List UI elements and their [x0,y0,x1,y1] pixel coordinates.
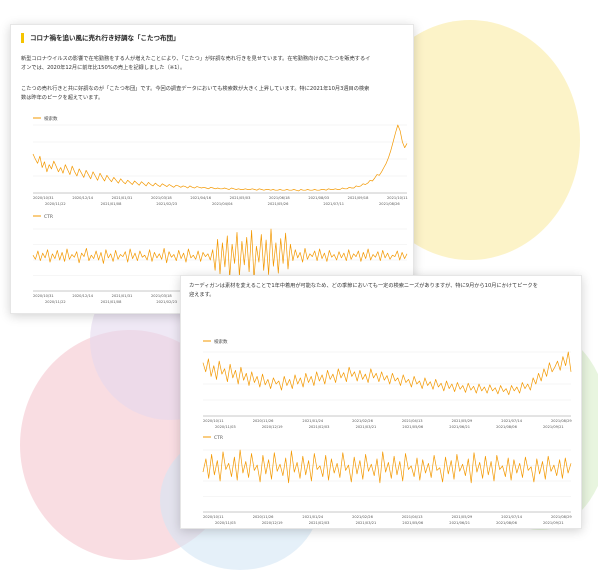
paragraph-line: オンでは、2020年12月に前年比150%の売上を記録しました（※1）。 [21,64,186,71]
tick-label: 2021/06/18 [269,196,290,200]
tick-label: 2021/09/21 [543,521,564,525]
article-panel-kotatsu: コロナ禍を追い風に売れ行き好調な「こたつ布団」 新型コロナウイルスの影響で在宅勤… [10,24,414,314]
tick-label: 2021/02/26 [352,419,373,423]
tick-label: 2021/02/03 [309,521,330,525]
tick-label: 2021/05/26 [268,202,289,206]
tick-label: 2021/03/21 [356,425,377,429]
tick-label: 2020/10/31 [33,196,54,200]
tick-label: 2021/07/14 [501,515,522,519]
section-heading: コロナ禍を追い風に売れ行き好調な「こたつ布団」 [21,33,180,43]
tick-label: 2021/09/21 [543,425,564,429]
tick-label: 2021/08/29 [551,515,572,519]
tick-label: 2020/11/22 [45,202,66,206]
tick-label: 2020/12/14 [72,294,93,298]
paragraph-line: 数は昨年のピークを超えています。 [21,94,104,101]
tick-label: 2021/08/06 [496,425,517,429]
legend-label: 検索数 [214,338,228,345]
tick-label: 2021/04/13 [402,515,423,519]
tick-label: 2021/09/18 [348,196,369,200]
paragraph-line: 迎えます。 [189,291,215,298]
paragraph-line: 新型コロナウイルスの影響で在宅勤務をする人が増えたことにより、「こたつ」が好調な… [21,56,371,62]
tick-label: 2021/05/03 [230,196,251,200]
tick-label: 2021/05/06 [402,425,423,429]
tick-label: 2020/11/03 [215,425,236,429]
tick-label: 2021/03/21 [356,521,377,525]
tick-label: 2020/11/26 [253,515,274,519]
tick-label: 2021/03/18 [151,294,172,298]
tick-label: 2021/10/11 [387,196,408,200]
tick-label: 2021/01/31 [112,294,133,298]
tick-label: 2021/01/31 [112,196,133,200]
tick-label: 2021/08/03 [308,196,329,200]
series-line [32,124,408,192]
article-panel-cardigan: カーディガンは素材を変えることで1年中着用が可能なため、どの季節においても一定の… [180,275,582,529]
tick-label: 2021/01/08 [101,300,122,304]
tick-label: 2021/07/11 [323,202,344,206]
kotatsu-futon-paragraph: こたつの売れ行きと共に好調なのが「こたつ布団」です。今回の調査データにおいても検… [21,85,411,102]
tick-label: 2021/08/29 [551,419,572,423]
paragraph-line: こたつの売れ行きと共に好調なのが「こたつ布団」です。今回の調査データにおいても検… [21,86,370,92]
tick-label: 2021/01/08 [101,202,122,206]
tick-label: 2020/12/19 [262,425,283,429]
tick-label: 2021/08/06 [496,521,517,525]
tick-label: 2021/03/18 [151,196,172,200]
series-line [202,351,572,396]
intro-paragraph: 新型コロナウイルスの影響で在宅勤務をする人が増えたことにより、「こたつ」が好調な… [21,55,411,72]
paragraph-line: カーディガンは素材を変えることで1年中着用が可能なため、どの季節においても一定の… [189,283,538,289]
tick-label: 2021/05/06 [402,521,423,525]
tick-label: 2021/07/14 [501,419,522,423]
tick-label: 2020/12/19 [262,521,283,525]
tick-label: 2021/02/03 [309,425,330,429]
tick-label: 2021/05/29 [452,419,473,423]
legend-label: CTR [44,214,53,220]
tick-label: 2020/10/11 [203,419,224,423]
kotatsu-search-chart: 検索数 2020/10/31 2020/12/14 2021/01/31 2021/03… [32,115,408,206]
legend-label: CTR [214,435,223,441]
cardigan-paragraph: カーディガンは素材を変えることで1年中着用が可能なため、どの季節においても一定の… [189,282,579,299]
tick-label: 2021/02/23 [156,300,177,304]
cardigan-ctr-chart: CTR 2020/10/11 2020/11/26 2021/01/24 2021/02… [202,435,572,525]
tick-label: 2021/05/29 [452,515,473,519]
tick-label: 2021/04/04 [212,202,233,206]
tick-label: 2020/11/22 [45,300,66,304]
tick-label: 2021/02/23 [156,202,177,206]
cardigan-search-chart: 検索数 2020/10/11 2020/11/26 2021/01/24 2021/02… [202,338,572,429]
tick-label: 2021/04/16 [190,196,211,200]
tick-label: 2021/01/24 [302,419,323,423]
tick-label: 2020/11/26 [253,419,274,423]
tick-label: 2020/10/31 [33,294,54,298]
tick-label: 2021/08/26 [379,202,400,206]
tick-label: 2021/06/21 [449,425,470,429]
tick-label: 2020/11/03 [215,521,236,525]
legend-label: 検索数 [44,115,58,122]
series-line [202,449,572,484]
tick-label: 2020/12/14 [72,196,93,200]
tick-label: 2021/02/26 [352,515,373,519]
series-line [32,228,408,279]
tick-label: 2021/04/13 [402,419,423,423]
tick-label: 2021/06/21 [449,521,470,525]
tick-label: 2020/10/11 [203,515,224,519]
tick-label: 2021/01/24 [302,515,323,519]
